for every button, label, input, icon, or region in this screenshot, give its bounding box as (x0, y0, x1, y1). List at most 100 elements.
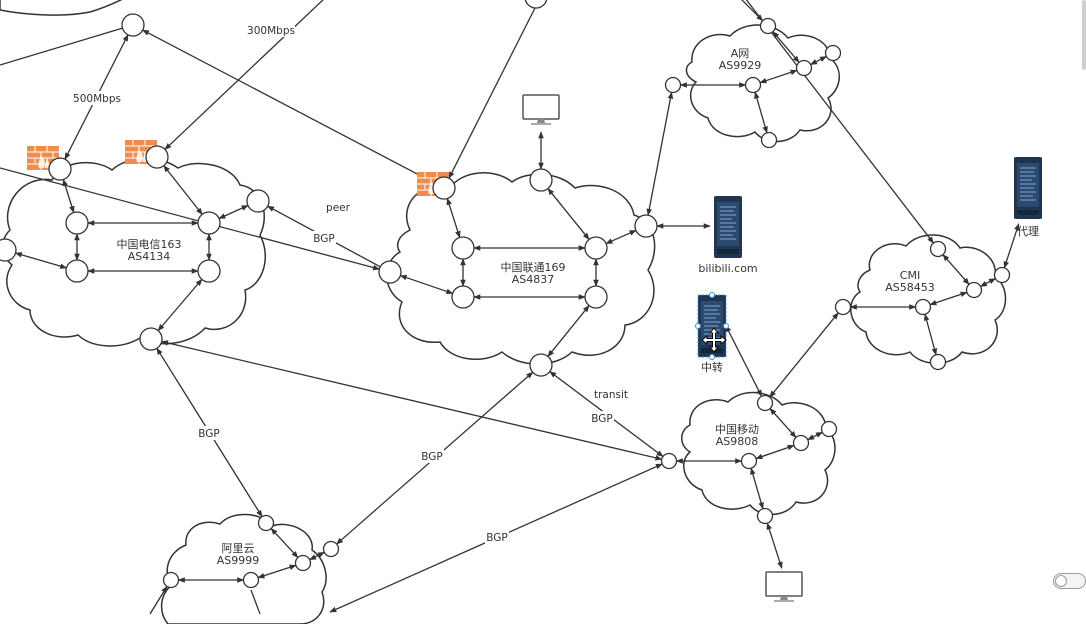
network-link[interactable] (745, 0, 934, 244)
router-node[interactable] (246, 189, 270, 213)
network-link[interactable] (759, 69, 798, 84)
network-link[interactable] (750, 467, 764, 510)
device-labels: bilibili.com 中转 代理 (698, 225, 1039, 374)
router-node[interactable] (529, 353, 553, 377)
router-node[interactable] (524, 0, 548, 9)
router-node[interactable] (451, 285, 475, 309)
monitor-icon[interactable] (522, 94, 560, 126)
network-link[interactable] (605, 229, 637, 245)
router-node[interactable] (929, 353, 947, 371)
network-link[interactable] (164, 0, 325, 150)
network-link[interactable] (740, 0, 764, 22)
router-node[interactable] (529, 168, 553, 192)
network-link[interactable] (923, 313, 938, 356)
network-link[interactable] (766, 522, 783, 569)
network-link[interactable] (161, 340, 663, 461)
network-link[interactable] (769, 408, 797, 438)
network-link[interactable] (149, 585, 168, 615)
router-node[interactable] (162, 571, 180, 589)
device-label-relay: 中转 (701, 360, 723, 374)
cloud-mobile[interactable] (681, 391, 836, 516)
router-node[interactable] (65, 259, 89, 283)
cloud-anet[interactable] (685, 24, 840, 143)
router-node[interactable] (121, 13, 145, 37)
router-node[interactable] (257, 514, 275, 532)
network-link[interactable] (0, 27, 123, 66)
router-node[interactable] (139, 327, 163, 351)
network-link[interactable] (810, 55, 827, 66)
cloud-cmi[interactable] (850, 234, 1007, 364)
network-link[interactable] (979, 277, 997, 288)
toggle-switch[interactable] (1053, 573, 1086, 589)
server-icon[interactable] (713, 195, 743, 259)
network-link[interactable] (309, 551, 325, 561)
router-node[interactable] (634, 214, 658, 238)
selection-handles[interactable] (695, 292, 729, 360)
router-node[interactable] (197, 259, 221, 283)
network-link[interactable] (646, 91, 674, 216)
network-link[interactable] (257, 564, 297, 579)
router-node[interactable] (756, 507, 774, 525)
network-link[interactable] (270, 527, 299, 559)
router-node[interactable] (584, 236, 608, 260)
cloud-partial-top-left[interactable] (0, 0, 125, 16)
network-link[interactable] (157, 278, 203, 332)
router-node[interactable] (820, 420, 838, 438)
router-node[interactable] (929, 240, 947, 258)
cloud-asn-cmi: AS58453 (885, 281, 935, 294)
router-node[interactable] (760, 131, 778, 149)
network-link[interactable] (448, 7, 536, 179)
router-node[interactable] (740, 452, 758, 470)
network-link[interactable] (807, 431, 823, 441)
router-node[interactable] (792, 434, 810, 452)
router-node[interactable] (759, 17, 777, 35)
network-link[interactable] (772, 31, 800, 63)
router-node[interactable] (197, 211, 221, 235)
router-node[interactable] (744, 76, 762, 94)
router-node[interactable] (756, 394, 774, 412)
edge-label-bgp: BGP (421, 451, 443, 463)
router-node[interactable] (322, 540, 340, 558)
router-node[interactable] (242, 571, 260, 589)
network-link[interactable] (755, 444, 795, 460)
router-node[interactable] (795, 59, 813, 77)
network-link[interactable] (1003, 223, 1020, 269)
server-icon[interactable] (1013, 156, 1043, 220)
router-node[interactable] (378, 260, 402, 284)
network-link[interactable] (163, 165, 203, 215)
network-link[interactable] (14, 252, 68, 269)
router-node[interactable] (65, 211, 89, 235)
monitor-icon[interactable] (765, 571, 803, 603)
network-link[interactable] (142, 29, 435, 184)
vertical-scrollbar[interactable] (1082, 0, 1086, 70)
router-node[interactable] (48, 157, 72, 181)
network-link[interactable] (399, 274, 454, 295)
network-link[interactable] (250, 589, 261, 615)
router-node[interactable] (660, 452, 678, 470)
network-link[interactable] (547, 188, 590, 240)
network-link[interactable] (769, 312, 839, 398)
network-link[interactable] (547, 305, 590, 357)
router-node[interactable] (834, 298, 852, 316)
move-cursor-icon (701, 327, 727, 353)
router-node[interactable] (824, 44, 842, 62)
router-node[interactable] (584, 285, 608, 309)
router-node[interactable] (664, 76, 682, 94)
router-node[interactable] (451, 236, 475, 260)
network-link[interactable] (218, 204, 249, 220)
network-link[interactable] (929, 291, 968, 306)
router-node[interactable] (294, 554, 312, 572)
network-link[interactable] (725, 324, 763, 397)
edge-label-bgp: BGP (591, 413, 613, 425)
router-node[interactable] (914, 298, 932, 316)
router-node[interactable] (432, 176, 456, 200)
network-link[interactable] (754, 91, 768, 134)
router-node[interactable] (145, 145, 169, 169)
router-node[interactable] (993, 266, 1011, 284)
network-link[interactable] (446, 197, 461, 239)
router-node[interactable] (0, 238, 17, 262)
network-link[interactable] (62, 178, 75, 214)
network-link[interactable] (942, 254, 970, 285)
router-node[interactable] (965, 281, 983, 299)
